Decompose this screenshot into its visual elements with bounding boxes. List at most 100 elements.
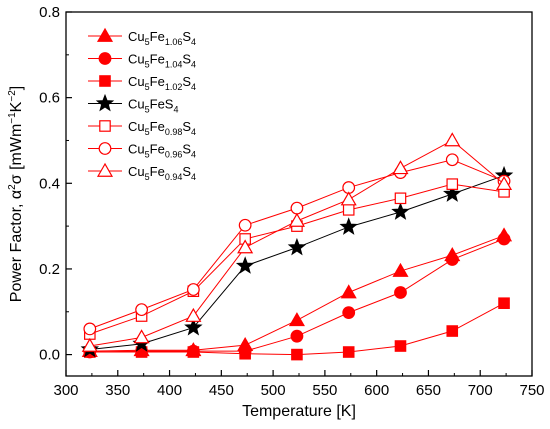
y-tick-label: 0.0 (39, 347, 60, 364)
legend-cu: Cu (128, 119, 145, 134)
legend-sub3: 4 (191, 82, 196, 92)
legend-label: Cu5Fe0.96S4 (128, 142, 196, 160)
legend-cu: Cu (128, 74, 145, 89)
x-tick-label: 450 (209, 382, 234, 399)
data-point (342, 204, 355, 216)
data-point (290, 201, 304, 215)
legend-sub1: 5 (145, 150, 150, 160)
legend-marker (99, 75, 111, 87)
data-point (392, 160, 409, 175)
legend-sub1: 5 (145, 105, 150, 115)
data-point (340, 191, 357, 206)
legend-label: Cu5Fe0.94S4 (128, 164, 196, 182)
legend-sub2: 0.96 (165, 150, 183, 160)
legend-label: Cu5Fe1.04S4 (128, 52, 196, 70)
x-tick-label: 550 (312, 382, 337, 399)
data-point (394, 340, 407, 352)
data-point (496, 175, 513, 191)
legend-sub1: 5 (145, 60, 150, 70)
x-tick-label: 500 (261, 382, 286, 399)
legend-cu: Cu (128, 97, 145, 112)
data-point (237, 239, 254, 254)
data-point (133, 329, 150, 344)
legend-cu: Cu (128, 52, 145, 67)
data-point (394, 192, 407, 205)
data-point (394, 286, 407, 299)
data-point (446, 325, 459, 337)
data-point (339, 217, 358, 235)
legend-fe: Fe (150, 142, 165, 157)
data-point (340, 284, 357, 299)
legend-marker (98, 52, 112, 65)
y-title-mid: σ [mWm (8, 124, 25, 185)
legend-label: Cu5Fe1.06S4 (128, 29, 196, 47)
data-point (445, 253, 459, 266)
x-tick-label: 300 (53, 382, 78, 399)
legend-s: S (182, 142, 191, 157)
series-4 (80, 165, 514, 358)
series-2 (83, 232, 511, 359)
legend-fe: Fe (150, 29, 165, 44)
data-point (342, 306, 356, 320)
legend-fe: Fe (150, 164, 165, 179)
data-point (288, 312, 305, 327)
data-point (287, 237, 307, 256)
data-point (81, 337, 98, 352)
data-point (239, 347, 251, 360)
legend-sub2: 1.02 (165, 82, 183, 92)
legend-sub3: 4 (191, 127, 196, 137)
data-point (291, 348, 303, 361)
data-point (185, 307, 202, 322)
y-title-exp1: 2 (7, 184, 18, 190)
legend-sub3: 4 (173, 105, 178, 115)
legend-sub1: 5 (145, 82, 150, 92)
legend-sub1: 5 (145, 172, 150, 182)
series-6 (83, 153, 511, 336)
x-tick-label: 600 (364, 382, 389, 399)
data-point (290, 329, 304, 343)
legend-cu: Cu (128, 29, 145, 44)
legend-s: S (182, 119, 191, 134)
plot-layer: 300 350 400 450 500 550 600 650 700 750 0.0 0.2 0.4 0… (7, 4, 545, 420)
legend-fe: Fe (150, 119, 165, 134)
data-point (288, 212, 305, 227)
legend-sub1: 5 (145, 127, 150, 137)
legend-fe: Fe (150, 52, 165, 67)
x-tick-label: 650 (416, 382, 441, 399)
legend-sub2: 0.94 (165, 172, 183, 182)
y-tick-label: 0.6 (39, 90, 60, 107)
legend-sub2: 1.06 (165, 37, 183, 47)
data-point (392, 262, 409, 277)
legend-s: S (182, 52, 191, 67)
legend-marker (96, 27, 114, 42)
legend-sub2: 0.98 (165, 127, 183, 137)
series-3 (84, 297, 510, 361)
data-point (186, 283, 200, 296)
data-point (83, 322, 97, 336)
y-title-exp2: −1 (7, 112, 18, 124)
data-point (342, 346, 355, 358)
legend-sub1: 5 (145, 37, 150, 47)
legend-s: S (182, 74, 191, 89)
legend-sub2: 1.04 (165, 60, 183, 70)
legend-sub3: 4 (191, 150, 196, 160)
data-point (391, 202, 410, 220)
x-tick-label: 700 (468, 382, 493, 399)
legend-sub3: 4 (191, 37, 196, 47)
x-tick-label: 750 (519, 382, 544, 399)
data-point (184, 317, 203, 336)
legend-marker (95, 93, 115, 112)
y-tick-label: 0.4 (39, 175, 60, 192)
data-point (445, 153, 459, 167)
legend-marker (99, 120, 111, 132)
x-tick-label: 400 (157, 382, 182, 399)
legend-marker (96, 162, 114, 177)
data-point (446, 178, 459, 190)
y-tick-label: 0.2 (39, 261, 60, 278)
legend: Cu5Fe1.06S4Cu5Fe1.04S4Cu5Fe1.02S4Cu5FeS4… (88, 27, 196, 182)
data-point (238, 218, 252, 232)
legend-marker (98, 142, 112, 155)
legend-cu: Cu (128, 142, 145, 157)
